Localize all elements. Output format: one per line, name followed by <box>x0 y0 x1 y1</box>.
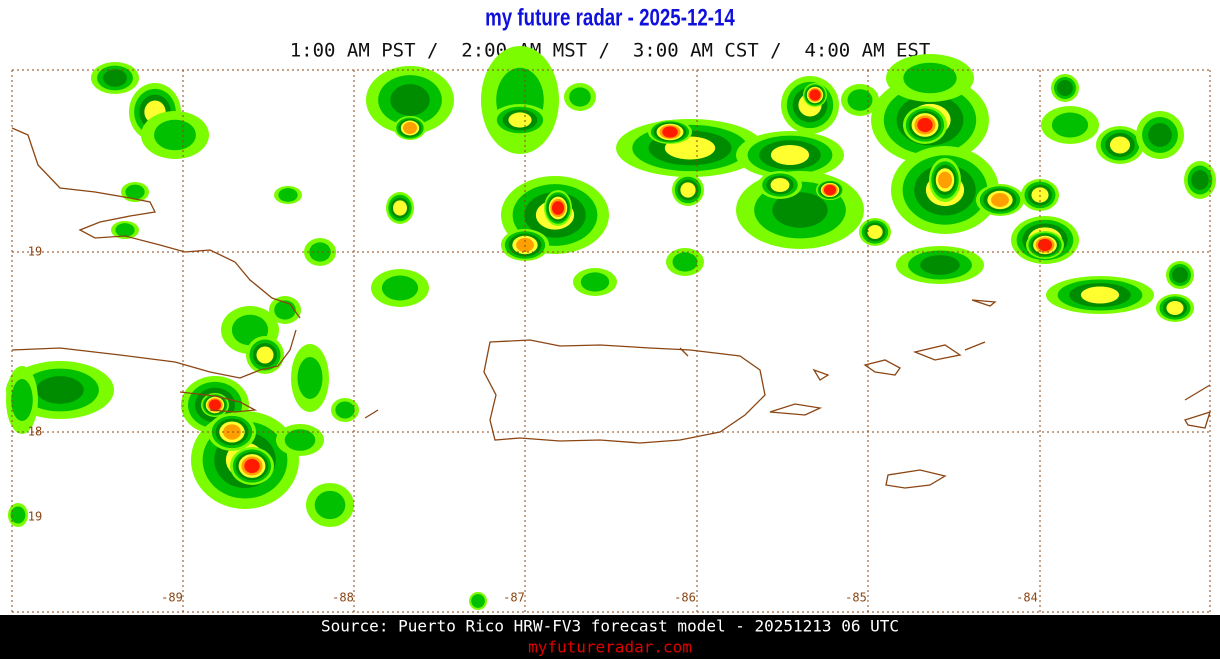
echo <box>569 87 591 107</box>
echo <box>809 89 821 101</box>
echo <box>244 458 260 474</box>
source: Source: Puerto Rico HRW-FV3 forecast mod… <box>321 617 899 636</box>
echo <box>284 429 316 451</box>
echo <box>390 84 430 116</box>
echo <box>823 184 837 196</box>
graticule <box>11 69 1211 613</box>
echo <box>154 119 196 151</box>
echo <box>274 300 296 320</box>
echo <box>278 188 298 202</box>
title: my future radar - 2025-12-14 <box>485 4 735 31</box>
echo <box>125 184 145 200</box>
graticule-labels: 19 18 19 -89 -88 -87 -86 -85 -84 <box>28 245 1038 605</box>
echo <box>770 144 810 166</box>
lon-label: -84 <box>1016 591 1038 605</box>
echo <box>508 112 532 128</box>
echo <box>392 200 408 216</box>
echo <box>208 399 222 411</box>
echo <box>770 177 790 193</box>
echo <box>314 490 346 520</box>
echo <box>1051 112 1089 138</box>
coastlines <box>11 127 1211 489</box>
echo <box>847 89 873 111</box>
echo <box>867 224 883 240</box>
lon-label: -85 <box>845 591 867 605</box>
lon-label: -88 <box>332 591 354 605</box>
lon-label: -89 <box>161 591 183 605</box>
echo <box>551 201 565 215</box>
echo <box>1080 286 1120 304</box>
echo <box>1191 170 1209 190</box>
echo <box>672 252 698 272</box>
echo <box>1037 238 1053 252</box>
echo <box>662 126 678 138</box>
echo <box>115 223 135 237</box>
echo <box>772 192 828 228</box>
echo <box>1148 123 1172 147</box>
echo <box>256 346 274 364</box>
echo <box>920 255 960 275</box>
echo <box>680 182 696 198</box>
echo <box>381 275 419 301</box>
radar-echoes <box>6 46 1216 610</box>
lon-label: -86 <box>674 591 696 605</box>
echo <box>1166 300 1184 316</box>
lat-label: 19 <box>28 510 42 524</box>
echo <box>917 117 933 133</box>
footer-bar <box>0 615 1220 659</box>
echo <box>11 379 33 421</box>
echo <box>10 506 26 524</box>
echo <box>103 69 127 87</box>
lat-label: 18 <box>28 425 42 439</box>
lat-label: 19 <box>28 245 42 259</box>
site-link[interactable]: myfutureradar.com <box>528 638 692 657</box>
echo <box>580 272 610 292</box>
echo <box>471 594 485 608</box>
time-line: 1:00 AM PST / 2:00 AM MST / 3:00 AM CST … <box>290 40 931 62</box>
echo <box>403 122 417 134</box>
echo <box>309 242 331 262</box>
echo <box>1057 80 1073 96</box>
echo <box>1172 267 1188 283</box>
echo <box>938 171 952 189</box>
echo <box>36 376 84 404</box>
echo <box>903 62 957 94</box>
echo <box>297 357 323 399</box>
echo <box>991 193 1009 207</box>
lon-label: -87 <box>503 591 525 605</box>
echo <box>1109 136 1131 154</box>
map: 19 18 19 -89 -88 -87 -86 -85 -84 <box>6 46 1216 613</box>
echo <box>335 401 355 419</box>
